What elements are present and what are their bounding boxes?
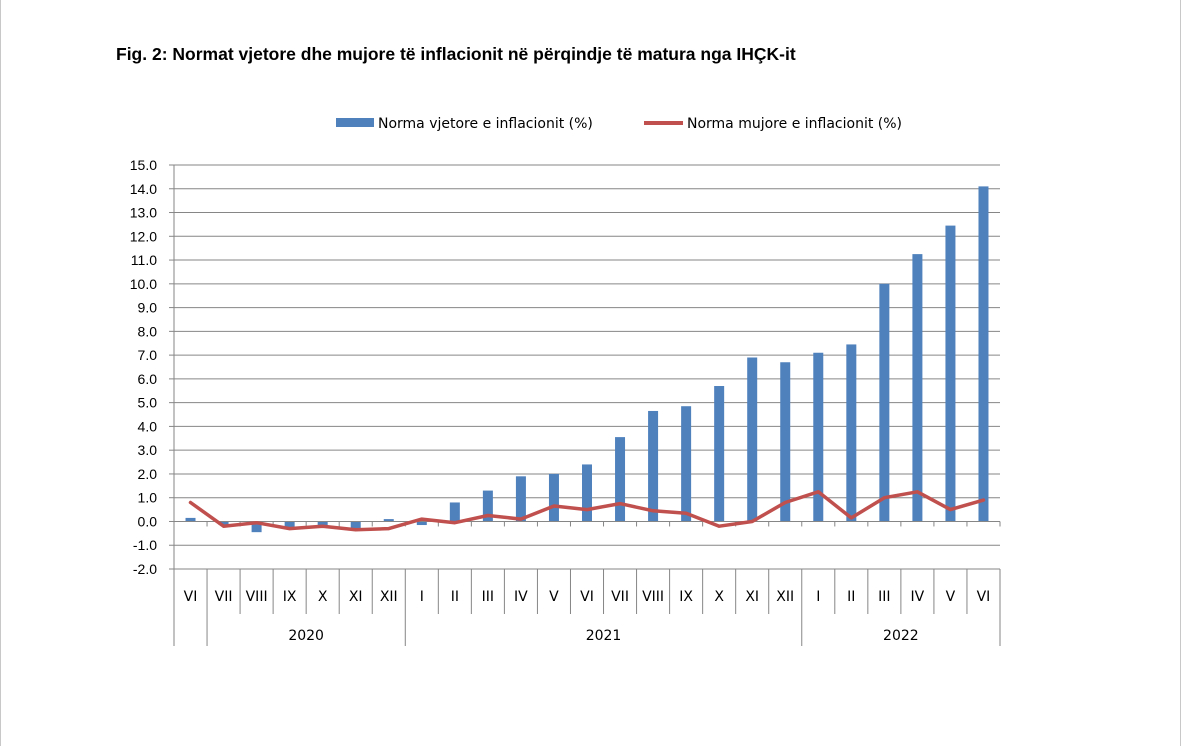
x-tick-label: IX [679, 589, 693, 605]
monthly-inflation-line [188, 490, 986, 532]
legend-bar-label: Norma vjetore e inflacionit (%) [378, 116, 593, 132]
bar [383, 519, 394, 522]
x-tick-label: VII [611, 589, 629, 605]
chart-legend: Norma vjetore e inflacionit (%) Norma mu… [336, 116, 902, 132]
y-tick-label: 1.0 [138, 490, 158, 506]
x-tick-label: VIII [246, 589, 268, 605]
legend-line-label: Norma mujore e inflacionit (%) [687, 116, 902, 132]
y-tick-label: -2.0 [133, 561, 157, 577]
figure-title: Fig. 2: Normat vjetore dhe mujore të inf… [116, 44, 796, 64]
axes [169, 164, 1001, 646]
x-tick-label: IX [283, 589, 297, 605]
bar [185, 517, 196, 522]
x-tick-label: VII [215, 589, 233, 605]
y-tick-label: 13.0 [130, 205, 157, 221]
y-tick-label: 12.0 [130, 228, 157, 244]
year-label: 2021 [586, 628, 622, 644]
x-tick-label: IV [911, 589, 925, 605]
x-tick-label: I [420, 589, 424, 605]
y-tick-label: 11.0 [131, 252, 157, 268]
x-tick-label: XII [776, 589, 794, 605]
bar [548, 473, 559, 522]
y-tick-label: 3.0 [138, 442, 158, 458]
bar [218, 521, 229, 526]
x-tick-label: V [946, 589, 956, 605]
bar [945, 225, 956, 522]
y-tick-label: 9.0 [138, 300, 158, 316]
x-tick-label: VI [184, 589, 198, 605]
y-tick-label: 15.0 [130, 157, 157, 173]
y-tick-label: -1.0 [133, 537, 157, 553]
y-tick-label: 5.0 [138, 395, 158, 411]
x-tick-label: X [318, 589, 328, 605]
y-tick-label: 7.0 [138, 347, 158, 363]
page-border-left [0, 0, 1, 746]
x-tick-label: XII [380, 589, 398, 605]
x-tick-label: V [549, 589, 559, 605]
y-tick-label: 10.0 [130, 276, 157, 292]
x-tick-label: VI [580, 589, 594, 605]
bar [648, 410, 659, 522]
x-tick-label: I [816, 589, 820, 605]
bar [482, 490, 493, 522]
x-tick-label: XI [745, 589, 759, 605]
year-label: 2020 [288, 628, 324, 644]
x-tick-label: III [482, 589, 494, 605]
bar [449, 502, 460, 522]
bar [251, 521, 262, 533]
grid-lines [174, 164, 1000, 570]
bar [681, 406, 692, 522]
bar [846, 344, 857, 522]
bar [416, 521, 427, 526]
page-border-right [1180, 0, 1181, 746]
y-tick-label: 4.0 [138, 418, 158, 434]
bar [714, 386, 725, 522]
bar-series [185, 186, 989, 533]
bar [350, 521, 361, 529]
x-tick-label: VIII [642, 589, 664, 605]
axis-labels: -2.0 -1.0 0.0 1.0 2.0 3.0 4.0 5.0 6.0 7.0 8.0 9.0 10… [130, 157, 991, 644]
bar [317, 521, 328, 528]
x-tick-label: II [847, 589, 855, 605]
bar [515, 476, 526, 522]
bar [615, 437, 626, 522]
line-series [188, 490, 986, 532]
x-tick-label: X [714, 589, 724, 605]
bar [912, 254, 923, 522]
bar [582, 464, 592, 522]
y-tick-label: 8.0 [138, 323, 158, 339]
legend-bar-swatch [336, 118, 374, 127]
bar [978, 186, 989, 522]
year-label: 2022 [883, 628, 919, 644]
x-tick-label: II [451, 589, 459, 605]
bar [813, 352, 824, 522]
y-tick-label: 14.0 [130, 181, 157, 197]
bar [879, 283, 890, 522]
x-tick-label: III [878, 589, 890, 605]
x-tick-label: XI [349, 589, 363, 605]
x-tick-label: IV [514, 589, 528, 605]
bar [747, 357, 758, 522]
y-tick-label: 2.0 [138, 466, 158, 482]
bar [284, 521, 295, 529]
x-tick-label: VI [977, 589, 991, 605]
y-tick-label: 0.0 [138, 513, 158, 529]
bar [780, 362, 791, 522]
y-tick-label: 6.0 [138, 371, 158, 387]
